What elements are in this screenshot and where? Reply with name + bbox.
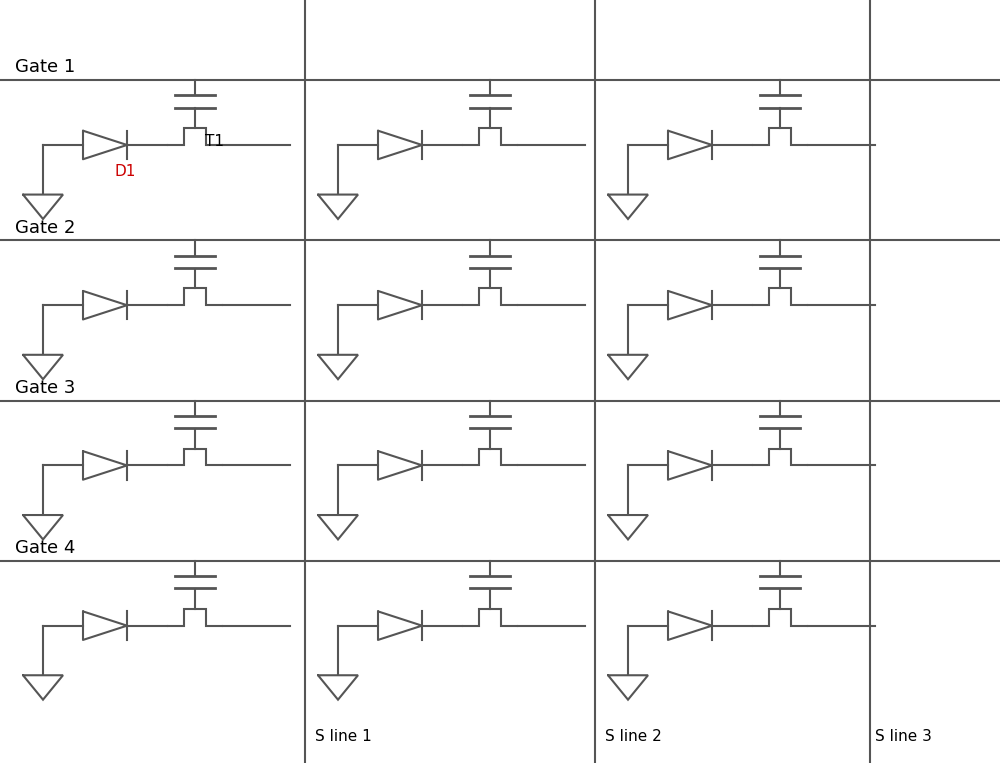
Text: D1: D1	[114, 164, 136, 179]
Text: S line 3: S line 3	[875, 729, 932, 744]
Text: Gate 2: Gate 2	[15, 218, 75, 237]
Text: Gate 1: Gate 1	[15, 58, 75, 76]
Text: S line 2: S line 2	[605, 729, 662, 744]
Text: T1: T1	[205, 134, 224, 149]
Text: S line 1: S line 1	[315, 729, 372, 744]
Text: Gate 4: Gate 4	[15, 539, 75, 557]
Text: Gate 3: Gate 3	[15, 378, 75, 397]
